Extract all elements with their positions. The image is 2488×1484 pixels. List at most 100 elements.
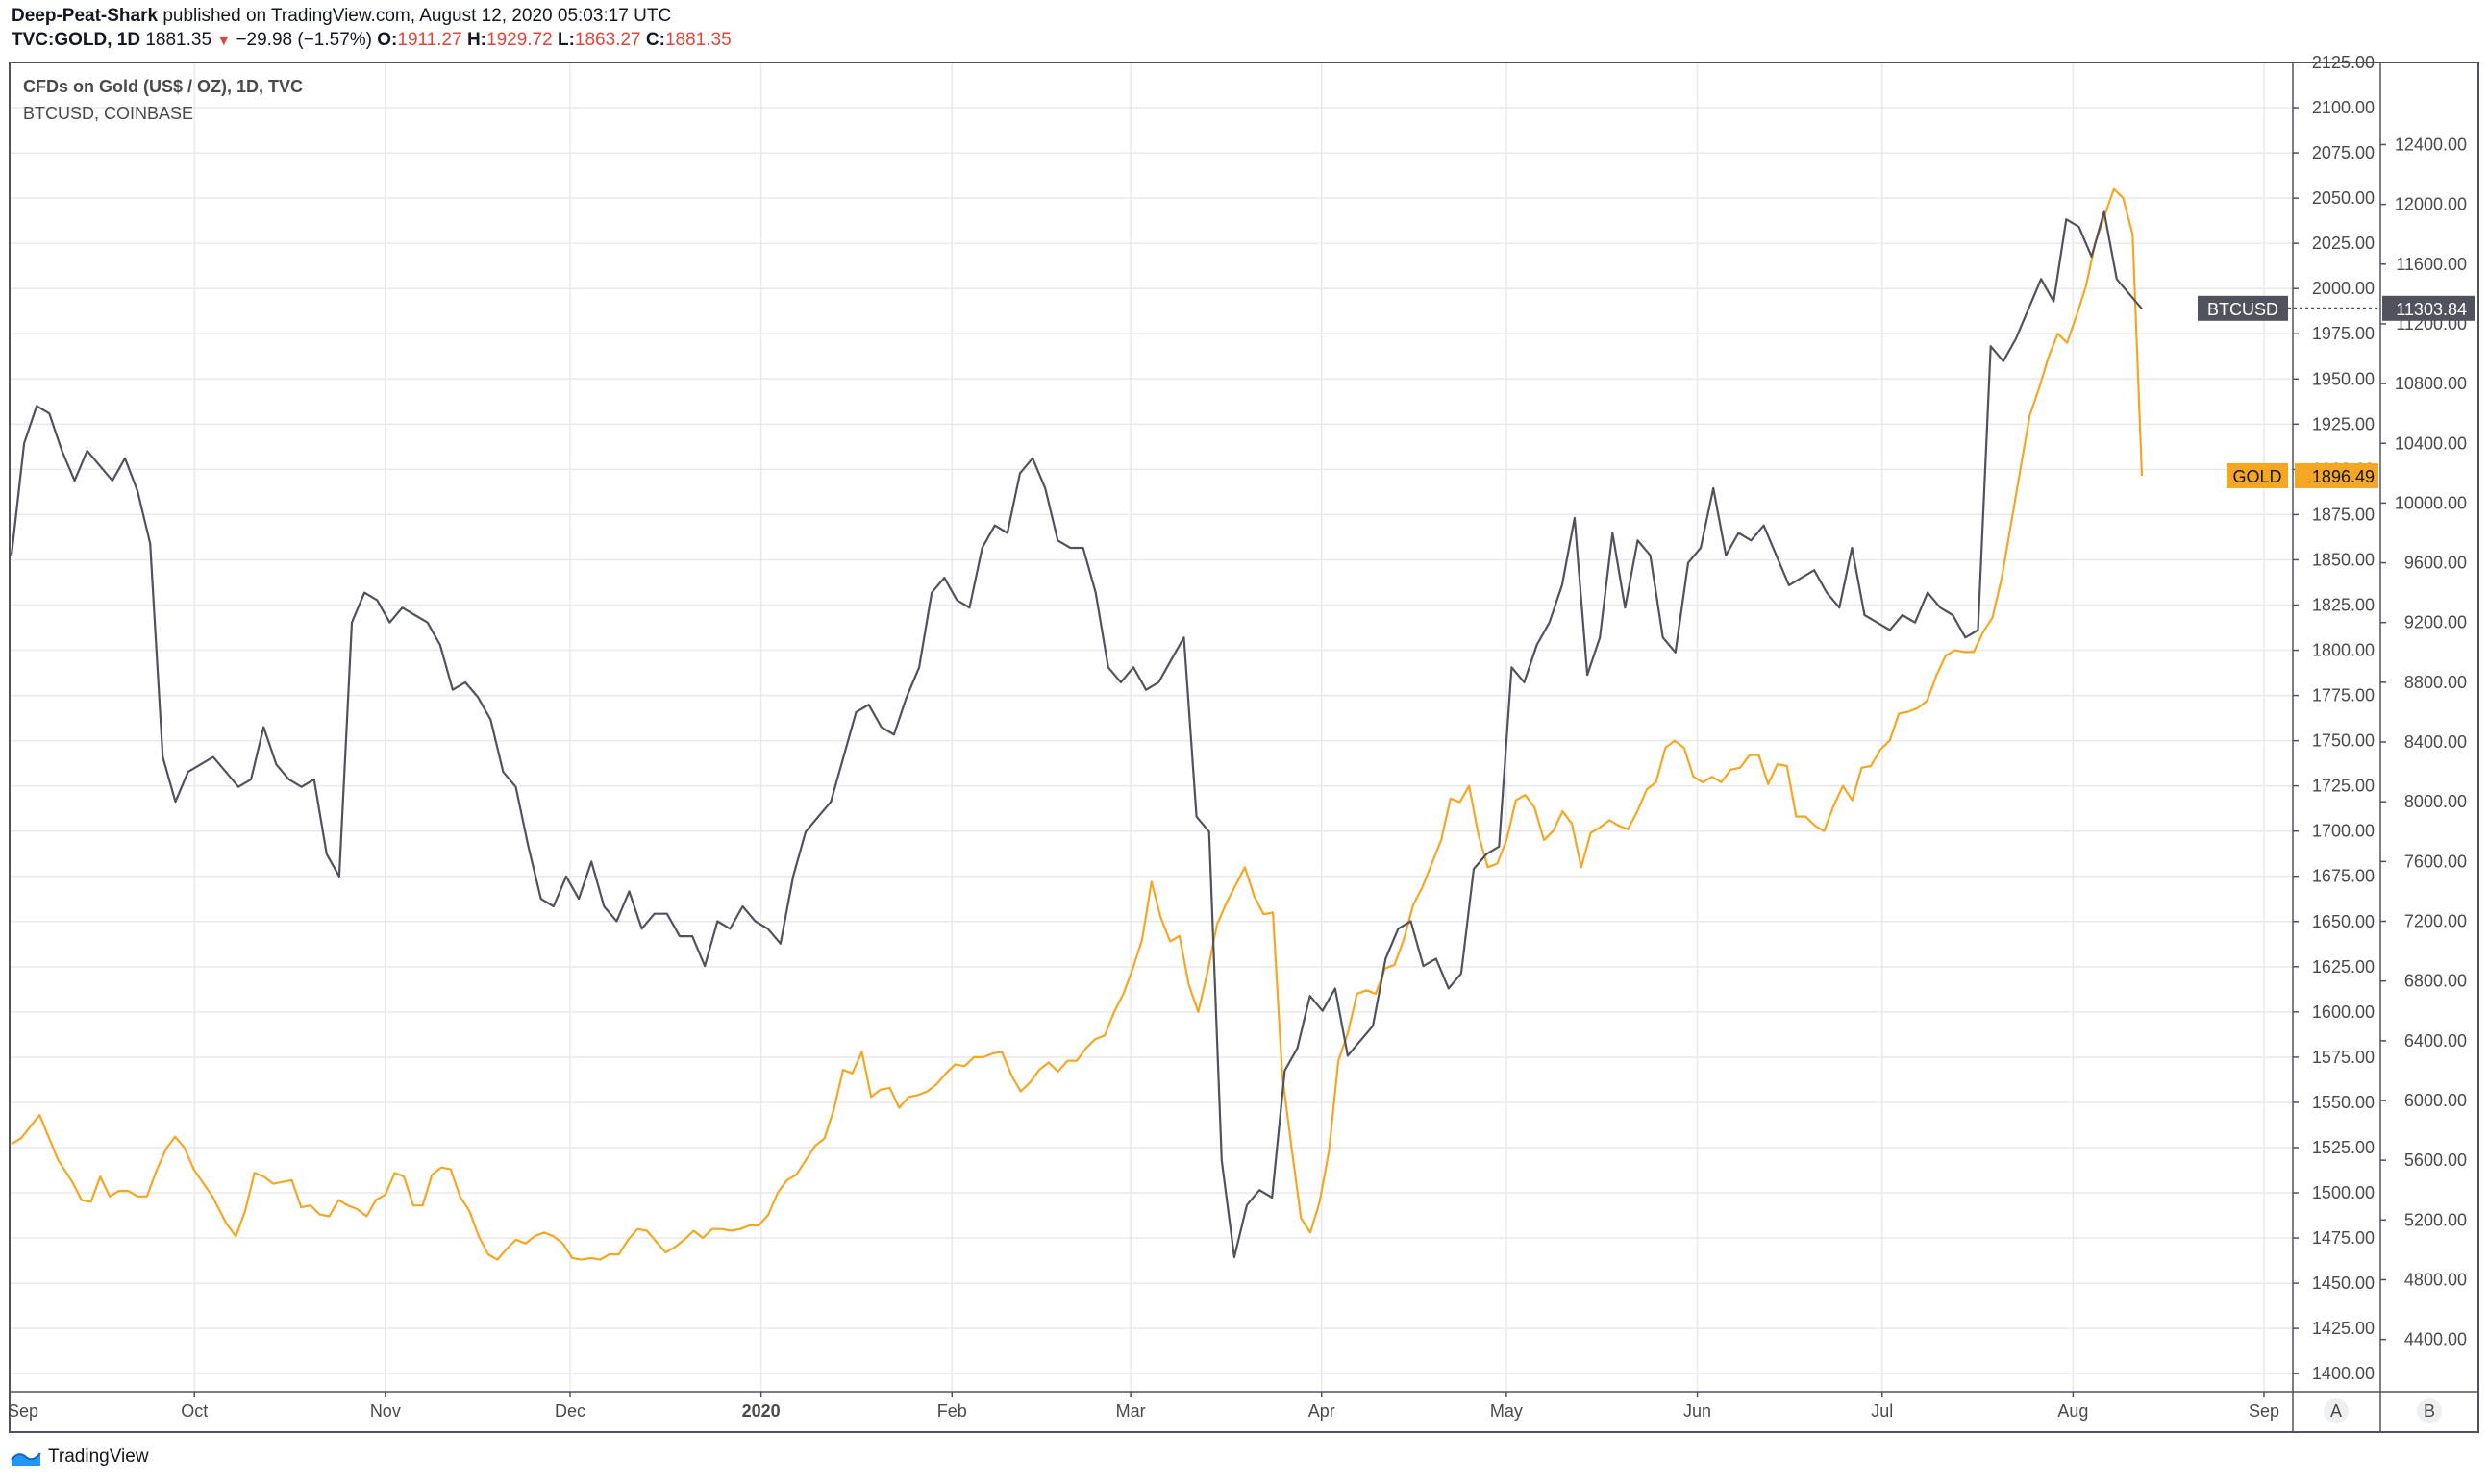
- btc-axis-label: 12400.00: [2395, 135, 2467, 154]
- gold-price-tag: [2295, 462, 2378, 488]
- time-axis-label: Jun: [1683, 1401, 1711, 1421]
- gold-axis-label: 1550.00: [2312, 1093, 2375, 1112]
- gold-axis-label: 1675.00: [2312, 867, 2375, 886]
- btc-axis-label: 6800.00: [2404, 972, 2467, 991]
- last-price: 1881.35: [145, 30, 212, 50]
- price-change: −29.98 (−1.57%): [236, 30, 372, 50]
- btcusd-name-tag: [2198, 295, 2288, 321]
- btcusd-price-tag: [2382, 295, 2475, 321]
- open-value: 1911.27: [397, 30, 462, 50]
- gold-axis-label: 1475.00: [2312, 1228, 2375, 1248]
- gold-axis-label: 2050.00: [2312, 188, 2375, 208]
- time-axis-label: Sep: [8, 1401, 38, 1421]
- time-axis-label: Nov: [370, 1401, 401, 1421]
- gold-axis-label: 1600.00: [2312, 1002, 2375, 1022]
- btc-axis-label: 8800.00: [2404, 673, 2467, 692]
- btc-axis-label: 5200.00: [2404, 1210, 2467, 1229]
- gold-axis-label: 1825.00: [2312, 595, 2375, 614]
- scale-button-a[interactable]: [2324, 1398, 2349, 1423]
- btc-axis-label: 12000.00: [2395, 195, 2467, 214]
- time-axis-label: Jul: [1871, 1401, 1893, 1421]
- gold-axis-label: 1800.00: [2312, 641, 2375, 660]
- gold-axis-label: 1450.00: [2312, 1274, 2375, 1293]
- btcusd-series-line: [10, 210, 2143, 1259]
- low-value: 1863.27: [574, 30, 641, 50]
- scale-button-label: A: [2330, 1401, 2342, 1421]
- btc-axis-label: 10000.00: [2395, 493, 2467, 512]
- btc-axis-label: 7600.00: [2404, 852, 2467, 871]
- btc-axis-label: 6000.00: [2404, 1091, 2467, 1110]
- btcusd-price-tag-label: 11303.84: [2396, 300, 2467, 319]
- low-label: L:: [557, 30, 575, 50]
- btc-axis-label: 9600.00: [2404, 554, 2467, 573]
- grid-lines: [9, 62, 2478, 1432]
- publish-info: Deep-Peat-Shark published on TradingView…: [12, 6, 671, 27]
- gold-axis-label: 1575.00: [2312, 1048, 2375, 1067]
- btc-axis-label: 6400.00: [2404, 1031, 2467, 1051]
- gold-axis-label: 1975.00: [2312, 324, 2375, 343]
- time-axis-label: Mar: [1116, 1401, 1146, 1421]
- gold-axis-label: 1400.00: [2312, 1364, 2375, 1383]
- gold-axis-label: 2025.00: [2312, 234, 2375, 253]
- author-name[interactable]: Deep-Peat-Shark: [12, 6, 159, 26]
- gold-axis-label: 2075.00: [2312, 143, 2375, 162]
- btc-axis-label: 8000.00: [2404, 792, 2467, 811]
- gold-axis-label: 1850.00: [2312, 550, 2375, 569]
- time-axis-label: Sep: [2249, 1401, 2279, 1421]
- time-axis-label: Feb: [937, 1401, 967, 1421]
- time-axis-label: 2020: [742, 1401, 781, 1421]
- btc-axis-label: 10800.00: [2395, 374, 2467, 393]
- tradingview-logo[interactable]: TradingView: [10, 1444, 149, 1471]
- btc-axis-label: 7200.00: [2404, 912, 2467, 931]
- gold-axis-label: 1875.00: [2312, 505, 2375, 524]
- open-label: O:: [377, 30, 398, 50]
- gold-axis-label: 1775.00: [2312, 686, 2375, 705]
- time-axis-label: Oct: [181, 1401, 208, 1421]
- gold-axis-label: 1925.00: [2312, 414, 2375, 433]
- close-label: C:: [645, 30, 665, 50]
- legend-btcusd[interactable]: BTCUSD, COINBASE: [23, 104, 193, 123]
- gold-price-axis[interactable]: 1400.00 1425.00 1450.00 1475.00 1500.00 1525.…: [2293, 53, 2375, 1383]
- btcusd-name-tag-label: BTCUSD: [2207, 300, 2278, 319]
- btc-axis-label: 11600.00: [2396, 255, 2467, 274]
- symbol-label: TVC:GOLD, 1D: [12, 30, 141, 50]
- plot-frame: [9, 62, 2479, 1433]
- high-label: H:: [466, 30, 487, 50]
- gold-axis-label: 2000.00: [2312, 279, 2375, 298]
- gold-name-tag-label: GOLD: [2232, 467, 2281, 486]
- symbol-info: TVC:GOLD, 1D 1881.35 ▼ −29.98 (−1.57%) O…: [12, 30, 732, 51]
- gold-axis-label: 2125.00: [2312, 53, 2375, 72]
- btc-axis-label: 9200.00: [2404, 613, 2467, 632]
- btc-axis-label: 4400.00: [2404, 1330, 2467, 1349]
- tradingview-logo-icon: [11, 1452, 41, 1466]
- down-arrow-icon: ▼: [216, 33, 232, 49]
- btc-price-axis[interactable]: 4400.00 4800.00 5200.00 5600.00 6000.00 6400.…: [2380, 135, 2467, 1349]
- gold-series-line: [11, 187, 2144, 1261]
- scale-button-label: B: [2424, 1401, 2435, 1421]
- btc-axis-label: 5600.00: [2404, 1150, 2467, 1170]
- btc-axis-label: 4800.00: [2404, 1270, 2467, 1289]
- close-value: 1881.35: [664, 30, 732, 50]
- btc-axis-label: 8400.00: [2404, 732, 2467, 752]
- gold-axis-label: 1950.00: [2312, 369, 2375, 388]
- high-value: 1929.72: [486, 30, 553, 50]
- gold-axis-label: 1650.00: [2312, 912, 2375, 931]
- legend-gold[interactable]: CFDs on Gold (US$ / OZ), 1D, TVC: [23, 77, 303, 96]
- time-axis[interactable]: Sep Oct Nov Dec 2020 Feb Mar Apr May Jun Jul Aug Sep: [8, 1392, 2279, 1421]
- gold-axis-label: 1625.00: [2312, 957, 2375, 977]
- tradingview-brand: TradingView: [48, 1447, 149, 1467]
- gold-axis-label: 1750.00: [2312, 731, 2375, 751]
- gold-name-tag: [2227, 462, 2288, 488]
- scale-button-b[interactable]: [2417, 1398, 2442, 1423]
- last-price-tags: BTCUSD 11303.84 GOLD 1896.49: [2198, 295, 2475, 488]
- time-axis-label: Apr: [1308, 1401, 1335, 1421]
- gold-axis-label: 1525.00: [2312, 1138, 2375, 1157]
- gold-axis-label: 1725.00: [2312, 777, 2375, 796]
- time-axis-label: Dec: [555, 1401, 585, 1421]
- btc-axis-label: 10400.00: [2395, 433, 2467, 453]
- time-axis-label: May: [1490, 1401, 1523, 1421]
- gold-axis-label: 1500.00: [2312, 1183, 2375, 1202]
- series-layer: [10, 187, 2144, 1261]
